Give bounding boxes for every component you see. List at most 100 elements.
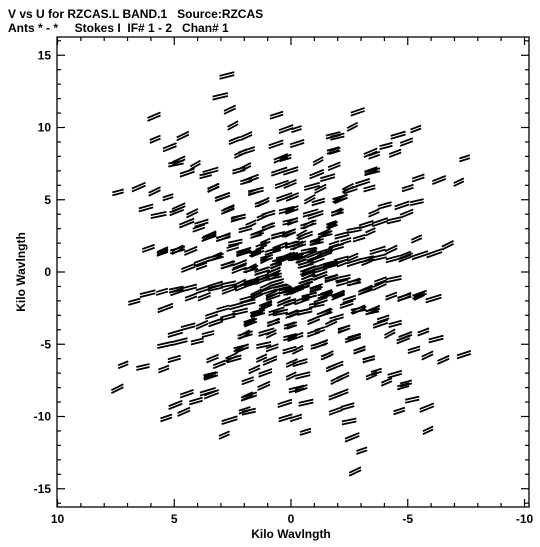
uv-point	[398, 255, 414, 263]
uv-point	[313, 271, 327, 278]
uv-point	[344, 435, 360, 443]
uv-point	[304, 181, 321, 188]
uv-point	[258, 330, 275, 337]
uv-point	[267, 321, 281, 327]
uv-point	[268, 139, 284, 147]
uv-point	[231, 213, 246, 219]
uv-point	[365, 304, 381, 313]
uv-point	[265, 272, 282, 279]
y-tick-label: 15	[38, 48, 52, 62]
uv-point	[241, 376, 255, 383]
uv-point	[216, 235, 231, 243]
uv-point	[139, 289, 156, 296]
uv-point	[286, 219, 298, 227]
uv-point	[294, 295, 309, 303]
uv-point	[256, 215, 268, 222]
uv-point	[309, 241, 324, 247]
uv-point	[256, 212, 268, 219]
uv-point	[384, 331, 396, 339]
uv-point	[343, 188, 358, 195]
uv-point	[368, 150, 381, 157]
uv-point	[228, 136, 241, 142]
uv-point	[172, 340, 188, 346]
uv-point	[301, 269, 315, 278]
uv-point	[379, 144, 393, 151]
uv-point	[327, 224, 338, 230]
uv-point	[341, 417, 357, 423]
uv-point	[357, 285, 374, 293]
uv-point	[117, 360, 129, 367]
uv-point	[312, 159, 324, 167]
uv-point	[425, 293, 442, 301]
uv-point	[348, 469, 362, 477]
uv-point	[189, 162, 201, 171]
uv-point	[441, 242, 454, 251]
uv-point	[294, 298, 309, 306]
uv-point	[248, 364, 261, 372]
uv-point	[177, 409, 191, 417]
uv-point	[353, 349, 366, 355]
uv-point	[112, 188, 124, 194]
uv-point	[372, 318, 389, 326]
uv-point	[257, 380, 271, 388]
uv-point	[399, 379, 413, 385]
uv-point	[363, 147, 378, 155]
uv-point	[419, 405, 435, 413]
uv-point	[285, 285, 301, 293]
uv-point	[421, 350, 434, 358]
uv-point	[181, 283, 198, 290]
uv-point	[183, 245, 198, 253]
uv-point	[431, 175, 447, 183]
uv-point	[453, 180, 465, 187]
uv-point	[373, 280, 387, 288]
uv-point	[243, 320, 256, 327]
uv-point	[320, 173, 336, 180]
uv-point	[372, 321, 389, 329]
uv-point	[157, 340, 174, 346]
uv-point	[346, 258, 361, 265]
uv-point	[226, 243, 240, 249]
uv-point	[218, 433, 230, 440]
uv-point	[371, 217, 389, 225]
uv-point	[284, 231, 297, 238]
uv-point	[324, 317, 338, 325]
uv-point	[324, 320, 338, 328]
uv-point	[243, 277, 260, 284]
uv-point	[425, 296, 442, 304]
y-tick-label: -5	[40, 337, 51, 351]
uv-point	[286, 216, 298, 224]
uv-point	[201, 231, 217, 239]
uv-point	[303, 193, 316, 202]
uv-point	[393, 406, 406, 413]
uv-point	[298, 398, 314, 404]
uv-point	[267, 267, 281, 274]
uv-point	[385, 254, 400, 261]
uv-point	[256, 341, 272, 347]
uv-point	[411, 237, 423, 244]
uv-point	[323, 259, 338, 265]
uv-point	[216, 304, 230, 310]
uv-point	[350, 110, 365, 117]
uv-point	[236, 248, 251, 255]
uv-point	[186, 211, 199, 219]
uv-point	[235, 282, 247, 289]
uv-point	[297, 262, 314, 269]
y-tick-label: 0	[44, 265, 51, 279]
uv-point	[363, 184, 376, 190]
uv-point	[276, 192, 293, 200]
uv-point	[250, 233, 263, 239]
uv-point	[273, 244, 288, 252]
uv-point	[397, 295, 412, 302]
uv-point	[437, 357, 450, 365]
uv-point	[180, 322, 196, 328]
uv-point	[167, 328, 184, 335]
uv-point	[233, 278, 247, 286]
uv-point	[262, 358, 278, 366]
uv-point	[302, 208, 319, 215]
uv-point	[309, 171, 325, 180]
uv-point	[356, 449, 368, 455]
uv-point	[346, 261, 361, 268]
uv-point	[296, 308, 311, 313]
uv-point	[342, 294, 357, 301]
uv-point	[228, 139, 241, 145]
